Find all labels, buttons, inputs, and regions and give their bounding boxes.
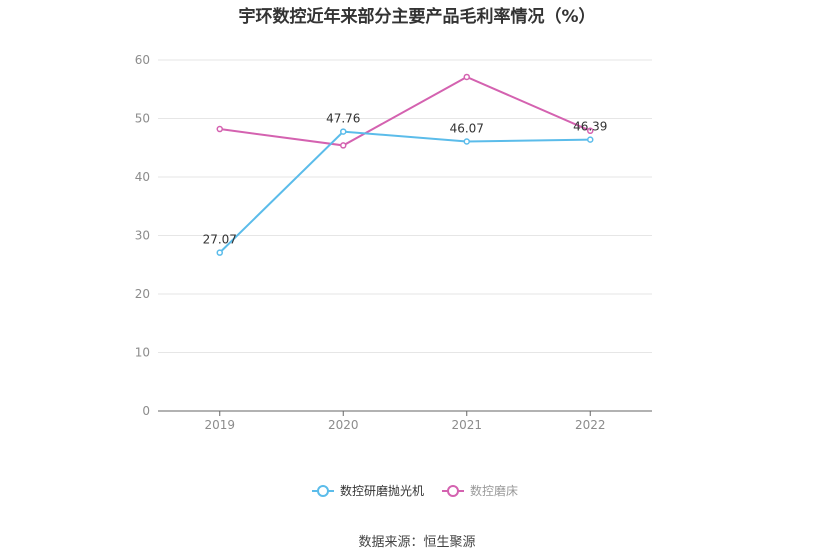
x-tick-label: 2022 (575, 418, 606, 432)
series-group: 27.07 47.76 46.07 46.39 (203, 73, 607, 256)
y-tick-label: 50 (135, 112, 150, 126)
data-point (216, 249, 223, 256)
legend-marker (447, 485, 459, 497)
data-label: 46.39 (573, 120, 607, 134)
legend-item: 数控研磨抛光机 (312, 483, 424, 498)
legend-marker (317, 485, 329, 497)
y-tick-label: 60 (135, 53, 150, 67)
y-tick-label: 10 (135, 346, 150, 360)
data-point (587, 127, 594, 135)
y-tick-label: 30 (135, 229, 150, 243)
x-axis: 2019 2020 2021 2022 (158, 410, 652, 432)
data-label: 27.07 (203, 233, 237, 247)
data-source: 数据来源：恒生聚源 (358, 535, 476, 550)
data-point (340, 142, 347, 149)
y-tick-label: 20 (135, 287, 150, 301)
chart-title: 宇环数控近年来部分主要产品毛利率情况（%） (238, 7, 596, 27)
data-label: 47.76 (326, 112, 360, 126)
x-tick-label: 2021 (451, 418, 482, 432)
y-tick-label: 0 (142, 404, 150, 418)
grid-lines (158, 59, 652, 353)
x-tick-label: 2020 (328, 418, 359, 432)
legend: 数控研磨抛光机 数控磨床 (312, 483, 518, 498)
x-tick-label: 2019 (204, 418, 235, 432)
legend-label: 数控研磨抛光机 (340, 483, 424, 498)
data-label: 46.07 (450, 121, 484, 135)
data-point (216, 125, 223, 133)
series-line (219, 75, 591, 147)
legend-item: 数控磨床 (442, 483, 518, 498)
data-point (340, 128, 347, 135)
y-axis: 0 10 20 30 40 50 60 (135, 53, 150, 418)
series-line (219, 130, 591, 254)
data-point (463, 138, 470, 145)
data-point (587, 136, 594, 143)
data-point (463, 73, 470, 81)
y-tick-label: 40 (135, 170, 150, 184)
legend-label: 数控磨床 (470, 483, 518, 498)
